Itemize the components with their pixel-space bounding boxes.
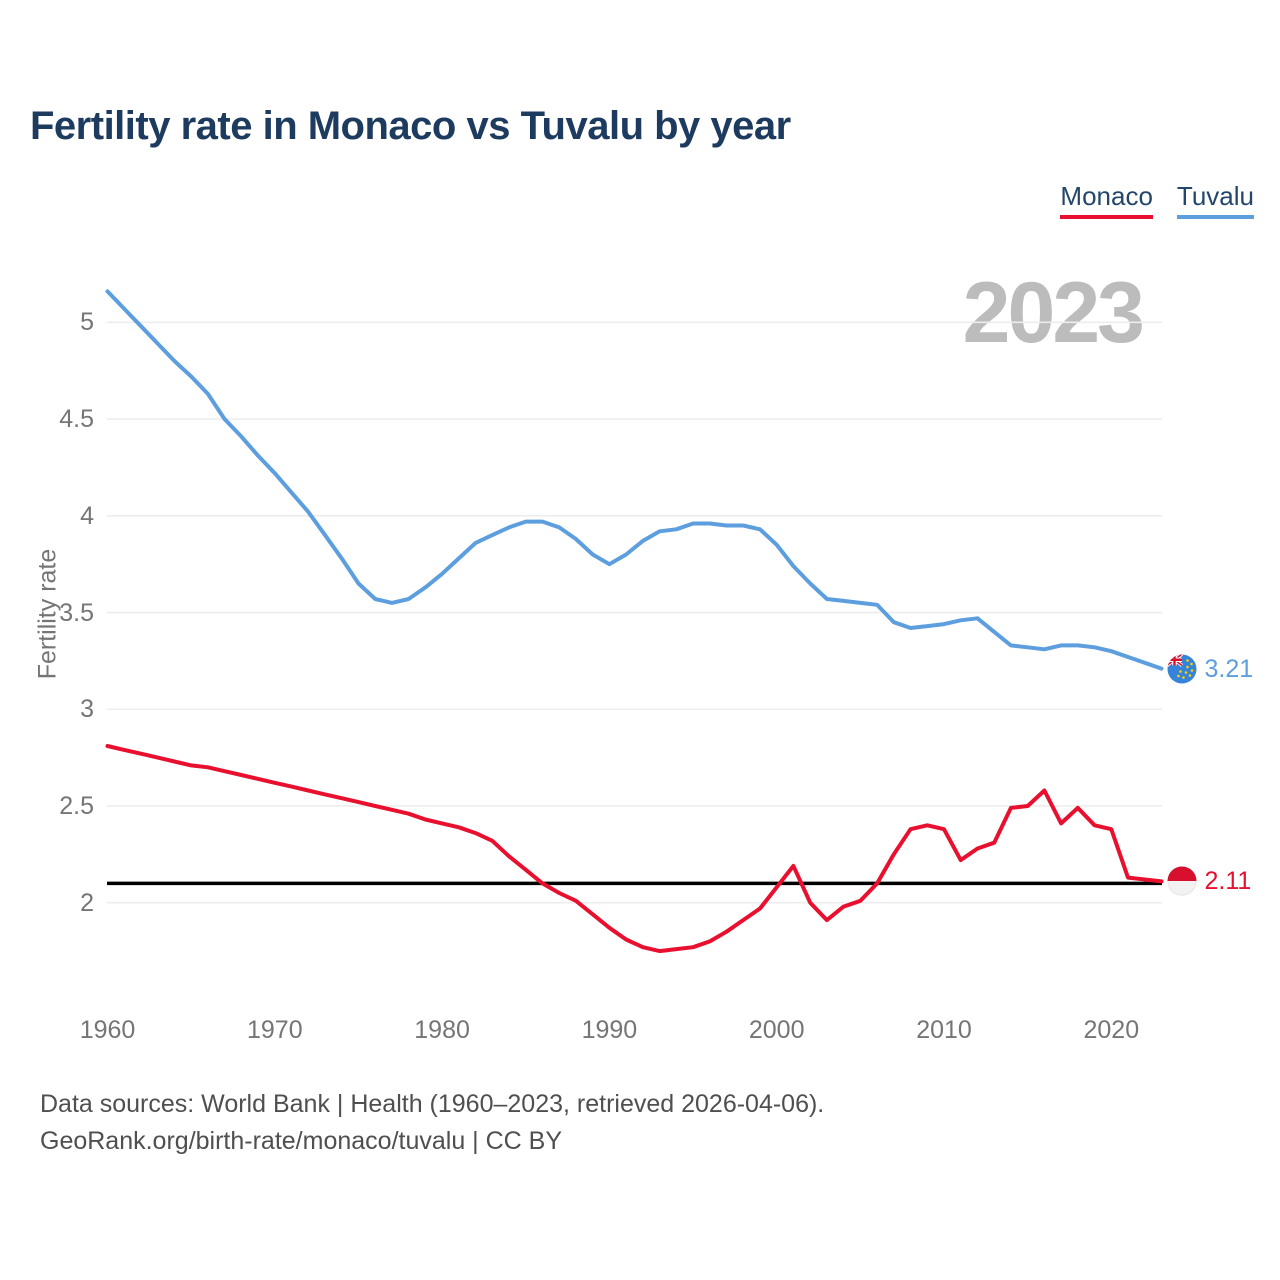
x-tick-label: 1970 bbox=[246, 1016, 303, 1044]
x-tick-label: 2000 bbox=[748, 1016, 805, 1044]
legend-item-tuvalu[interactable]: Tuvalu bbox=[1176, 181, 1254, 219]
y-tick-label: 2 bbox=[80, 888, 94, 917]
legend: Monaco Tuvalu bbox=[1060, 181, 1254, 219]
y-tick-label: 4 bbox=[80, 501, 94, 530]
source-line-2: GeoRank.org/birth-rate/monaco/tuvalu | C… bbox=[40, 1127, 563, 1155]
x-tick-label: 2010 bbox=[916, 1016, 972, 1044]
source-line-1: Data sources: World Bank | Health (1960–… bbox=[40, 1090, 825, 1118]
monaco-flag-icon bbox=[1167, 866, 1198, 897]
x-tick-label: 1980 bbox=[414, 1016, 470, 1044]
monaco-end-value: 2.11 bbox=[1204, 867, 1252, 896]
source-note: Data sources: World Bank | Health (1960–… bbox=[40, 1086, 824, 1160]
legend-item-monaco[interactable]: Monaco bbox=[1060, 181, 1153, 219]
y-tick-label: 3.5 bbox=[59, 598, 94, 627]
x-tick-label: 1960 bbox=[79, 1016, 136, 1044]
y-tick-label: 2.5 bbox=[59, 791, 94, 820]
tuvalu-end-value: 3.21 bbox=[1204, 654, 1254, 683]
tuvalu-flag-icon bbox=[1167, 654, 1197, 684]
year-watermark: 2023 bbox=[962, 265, 1145, 361]
y-tick-label: 5 bbox=[80, 308, 94, 337]
monaco-end-label: 2.11 bbox=[1167, 866, 1252, 897]
tuvalu-line bbox=[105, 289, 1164, 671]
tuvalu-end-label: 3.21 bbox=[1167, 654, 1253, 684]
y-tick-label: 4.5 bbox=[59, 405, 94, 434]
monaco-line bbox=[105, 744, 1164, 954]
chart-title: Fertility rate in Monaco vs Tuvalu by ye… bbox=[30, 104, 791, 148]
x-tick-label: 2020 bbox=[1083, 1016, 1140, 1044]
x-tick-label: 1990 bbox=[581, 1016, 638, 1044]
y-tick-label: 3 bbox=[80, 695, 94, 724]
